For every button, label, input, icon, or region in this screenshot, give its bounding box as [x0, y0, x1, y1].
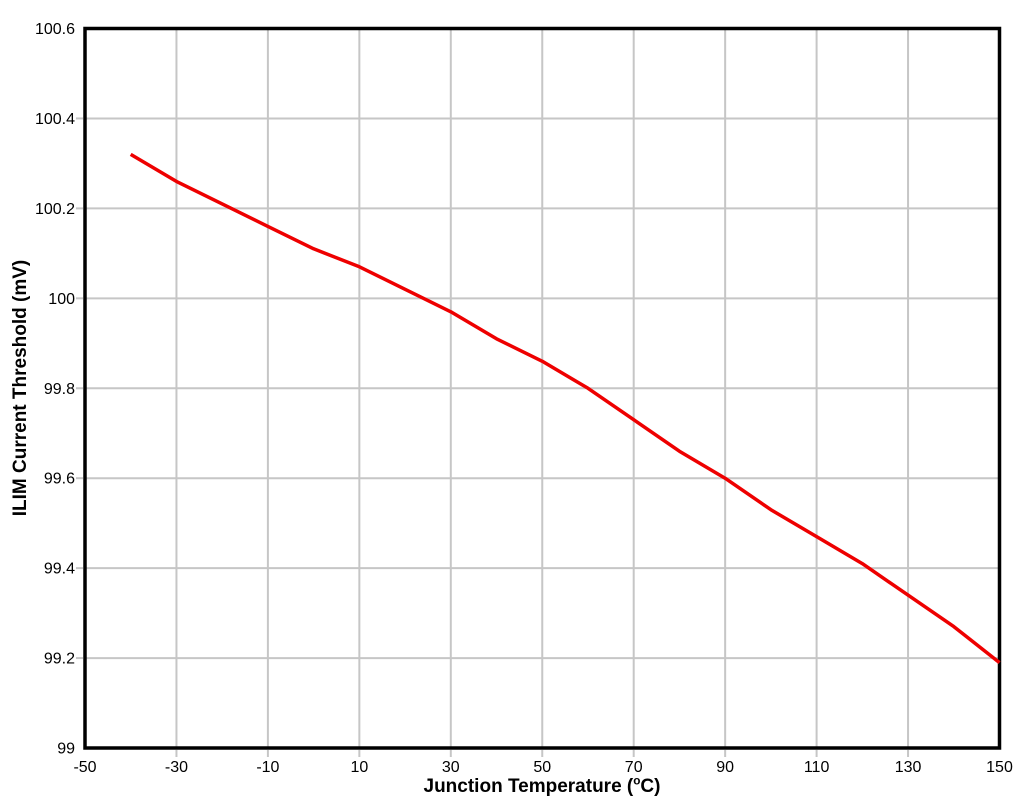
x-axis-title: Junction Temperature (oC) [423, 774, 661, 798]
series-line [129, 152, 1001, 664]
y-tick-label: 99.6 [44, 471, 75, 488]
y-tick-label: 100 [48, 291, 75, 308]
y-tick-label: 99.8 [44, 381, 75, 398]
x-tick-label: -50 [73, 759, 96, 776]
x-tick-label: -10 [256, 759, 279, 776]
y-tick-label: 99.4 [44, 561, 75, 578]
y-tick-label: 100.6 [35, 21, 75, 38]
x-tick-label: 50 [533, 759, 551, 776]
x-axis-title-unit: C) [640, 776, 661, 797]
x-tick-label: 10 [350, 759, 368, 776]
x-tick-label: 70 [625, 759, 643, 776]
plot-border [83, 26, 1002, 750]
x-tick-label: 90 [716, 759, 734, 776]
x-tick-label: 30 [442, 759, 460, 776]
x-tick-label: 150 [986, 759, 1013, 776]
x-tick-label: 130 [895, 759, 922, 776]
x-tick-label: -30 [165, 759, 188, 776]
y-tick-label: 99 [57, 741, 75, 758]
x-axis-title-text: Junction Temperature ( [423, 776, 634, 797]
x-tick-label: 110 [804, 759, 830, 776]
y-tick-label: 99.2 [44, 651, 75, 668]
degree-superscript-icon: o [633, 774, 641, 788]
y-axis-title: ILIM Current Threshold (mV) [10, 259, 31, 517]
y-tick-label: 100.4 [35, 111, 75, 128]
y-tick-label: 100.2 [35, 201, 75, 218]
